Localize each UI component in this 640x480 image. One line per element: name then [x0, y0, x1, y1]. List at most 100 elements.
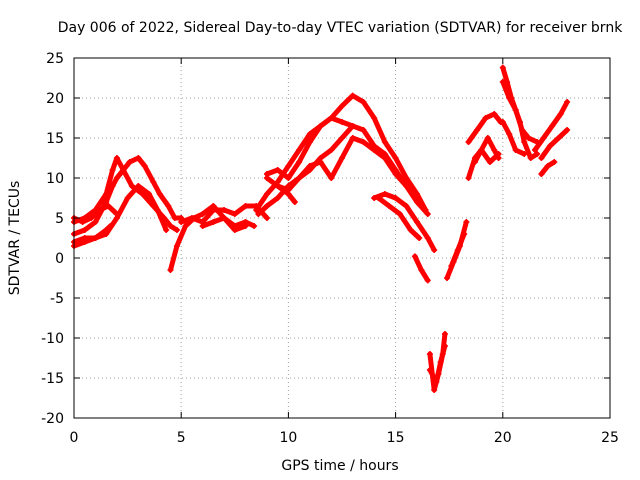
data-point [182, 223, 189, 229]
series-arc-28 [538, 127, 571, 161]
data-point [551, 159, 558, 165]
data-point [403, 175, 410, 181]
data-point [491, 147, 498, 153]
data-point [109, 183, 116, 189]
data-point [512, 147, 519, 153]
data-point [210, 219, 217, 225]
data-point [392, 155, 399, 161]
data-point [135, 183, 142, 189]
data-point [107, 223, 114, 229]
data-point [538, 171, 545, 177]
data-point [521, 151, 528, 157]
data-point [424, 235, 431, 241]
data-point [150, 179, 157, 185]
data-point [79, 219, 86, 225]
data-point [414, 219, 421, 225]
data-point [199, 223, 206, 229]
data-point [431, 247, 438, 253]
x-tick-label: 15 [387, 430, 405, 446]
data-point [499, 64, 506, 71]
data-point [96, 207, 103, 213]
data-point [381, 191, 388, 197]
data-point [403, 183, 410, 189]
data-point [495, 155, 502, 161]
data-point [339, 119, 345, 125]
grid-lines [74, 58, 610, 418]
data-point [381, 139, 388, 145]
data-point [242, 223, 249, 229]
data-point [167, 223, 174, 229]
data-point [263, 203, 270, 209]
data-point [188, 215, 195, 221]
data-point [527, 155, 534, 161]
data-point [251, 223, 258, 229]
data-point [231, 211, 238, 217]
data-point [306, 131, 313, 137]
data-point [221, 207, 228, 213]
data-point [210, 207, 217, 213]
data-point [396, 211, 403, 217]
data-point [120, 167, 127, 173]
data-point [499, 79, 506, 85]
data-point [349, 92, 356, 99]
data-point [296, 147, 303, 153]
data-point [263, 215, 270, 221]
data-point [171, 215, 178, 221]
data-point [92, 235, 99, 241]
data-point [253, 207, 260, 213]
data-point [371, 115, 378, 121]
data-point [274, 195, 281, 201]
data-point [564, 99, 571, 105]
data-point [242, 203, 249, 209]
data-point [349, 123, 356, 129]
data-point [424, 211, 431, 217]
data-point [454, 247, 461, 253]
data-point [491, 111, 498, 117]
data-point [178, 219, 185, 225]
data-point [392, 195, 399, 201]
data-point [463, 219, 470, 225]
data-point [506, 131, 513, 137]
y-tick-label: 20 [46, 91, 64, 107]
axis-ticks: 0 5 10 15 20 25 -20 -15 -10 -5 0 5 10 15 20 25 [41, 51, 619, 446]
series-arc-18 [426, 343, 448, 385]
y-tick-label: -10 [41, 331, 64, 347]
data-point [416, 235, 423, 241]
data-point [113, 175, 120, 181]
data-point [81, 239, 88, 245]
data-point [512, 107, 519, 113]
data-point [88, 215, 95, 221]
x-tick-label: 20 [494, 430, 512, 446]
data-series [71, 64, 571, 393]
data-point [486, 159, 493, 165]
y-tick-label: -15 [41, 371, 64, 387]
data-point [521, 139, 528, 145]
data-point [113, 155, 120, 161]
series-band [275, 135, 420, 201]
data-point [167, 267, 174, 273]
data-point [478, 147, 485, 153]
x-tick-label: 5 [177, 430, 186, 446]
y-axis-title: SDTVAR / TECUs [7, 181, 23, 296]
data-point [414, 195, 421, 201]
data-point [199, 211, 206, 217]
data-point [360, 139, 367, 145]
data-point [173, 243, 180, 249]
data-point [285, 191, 292, 197]
data-point [255, 211, 262, 217]
data-point [221, 215, 228, 221]
data-point [92, 219, 99, 225]
chart-title: Day 006 of 2022, Sidereal Day-to-day VTE… [58, 20, 623, 36]
data-point [474, 127, 481, 133]
data-point [555, 135, 562, 141]
series-arc-8 [199, 215, 249, 233]
data-point [163, 227, 170, 233]
data-point [135, 155, 142, 161]
series-arc-3 [71, 183, 170, 245]
data-point [519, 127, 526, 133]
data-point [296, 175, 303, 181]
x-tick-label: 10 [279, 430, 297, 446]
data-point [146, 191, 153, 197]
series-arc-5 [71, 223, 114, 249]
series-arc-27 [531, 99, 571, 153]
